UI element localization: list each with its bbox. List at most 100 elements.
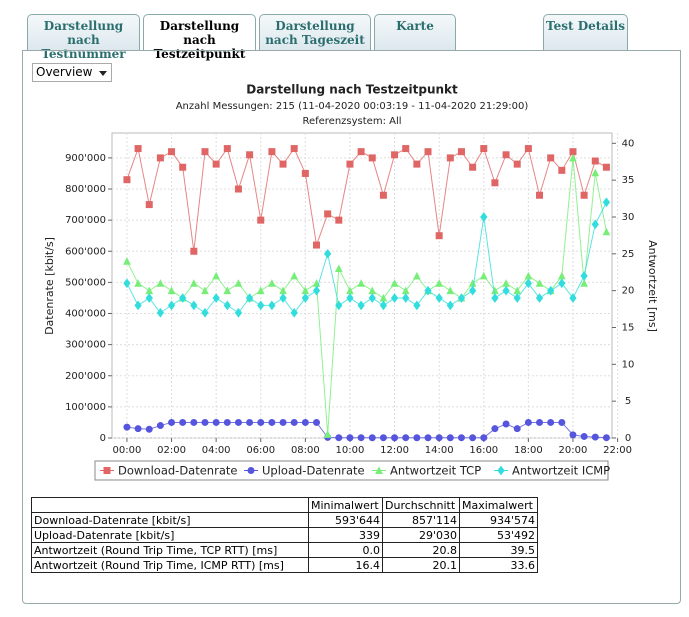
point — [457, 293, 466, 303]
tab[interactable]: Darstellung nach Testzeitpunkt — [143, 14, 256, 61]
point — [491, 179, 499, 187]
table-corner — [31, 497, 309, 513]
point — [335, 216, 343, 224]
point — [234, 307, 243, 318]
y2-tick-label: 25 — [622, 249, 635, 260]
point — [602, 197, 611, 208]
point — [279, 293, 287, 303]
point — [279, 418, 287, 426]
point — [536, 418, 544, 426]
point — [569, 148, 577, 156]
y2-tick-label: 15 — [622, 322, 635, 333]
point — [368, 293, 376, 303]
point — [580, 432, 588, 440]
point — [179, 163, 187, 171]
point — [346, 160, 354, 168]
point — [502, 285, 510, 296]
point — [602, 434, 610, 442]
point — [591, 157, 599, 165]
legend-marker — [375, 466, 383, 474]
point — [435, 279, 443, 287]
chart-title: Darstellung nach Testzeitpunkt — [246, 83, 458, 97]
y2-tick-label: 40 — [622, 138, 635, 149]
point — [201, 148, 209, 156]
point — [212, 293, 220, 303]
y-tick-label: 600'000 — [65, 246, 106, 257]
point — [167, 300, 176, 311]
table-value: 339 — [308, 527, 383, 543]
table-header: Minimalwert Durchschnitt Maximalwert — [31, 497, 538, 513]
row-label: Download-Datenrate [kbit/s] — [31, 512, 309, 528]
point — [201, 307, 209, 318]
point — [413, 160, 421, 168]
table-value: 593'644 — [308, 512, 383, 528]
point — [368, 434, 376, 442]
tab[interactable]: Darstellung nach Tageszeit — [259, 14, 371, 50]
point — [313, 241, 321, 249]
legend-label: Antwortzeit TCP — [390, 464, 481, 478]
point — [324, 248, 332, 259]
x-tick-label: 04:00 — [202, 445, 231, 456]
y-tick-label: 800'000 — [65, 184, 106, 195]
point — [223, 145, 231, 153]
point — [357, 300, 365, 311]
dropdown[interactable]: Overview — [32, 63, 112, 82]
point — [335, 300, 343, 311]
legend-label: Download-Datenrate — [118, 464, 237, 478]
point — [558, 278, 566, 289]
tab[interactable]: Karte — [374, 14, 456, 50]
y-tick-label: 200'000 — [65, 371, 106, 382]
point — [234, 279, 243, 287]
table-value: 0.0 — [308, 542, 383, 558]
point — [446, 154, 454, 162]
point — [569, 153, 577, 162]
point — [379, 434, 387, 442]
table-row: Download-Datenrate [kbit/s] 593'644 857'11… — [31, 512, 538, 528]
point — [246, 418, 254, 426]
point — [558, 418, 566, 426]
point — [435, 434, 443, 442]
point — [256, 286, 265, 295]
point — [580, 279, 588, 287]
y-tick-label: 300'000 — [65, 340, 106, 351]
point — [313, 418, 321, 426]
point — [535, 279, 544, 287]
point — [123, 423, 131, 431]
y-axis-label: Datenrate [kbit/s] — [43, 237, 56, 335]
point — [201, 286, 209, 295]
point — [480, 434, 488, 442]
point — [402, 434, 410, 442]
point — [502, 151, 510, 159]
point — [591, 168, 600, 177]
table-value: 39.5 — [459, 542, 538, 558]
point — [190, 279, 198, 287]
point — [413, 300, 421, 311]
table-row: Antwortzeit (Round Trip Time, ICMP RTT) … — [31, 557, 538, 573]
point — [168, 148, 176, 156]
point — [435, 293, 443, 303]
chart-subtitle: Referenzsystem: All — [302, 116, 401, 127]
point — [379, 191, 387, 199]
y2-tick-label: 10 — [622, 359, 635, 370]
tab[interactable]: Test Details — [543, 14, 628, 50]
point — [357, 279, 365, 287]
point — [190, 247, 198, 255]
point — [536, 191, 544, 199]
table-value: 29'030 — [382, 527, 460, 543]
column-header: Durchschnitt — [382, 497, 460, 513]
point — [167, 286, 176, 295]
point — [368, 154, 376, 162]
point — [123, 257, 131, 265]
point — [212, 271, 220, 280]
point — [402, 145, 410, 153]
tab[interactable]: Darstellung nach Testnummer — [27, 14, 140, 61]
point — [390, 293, 399, 303]
table-value: 20.1 — [382, 557, 460, 573]
point — [547, 285, 555, 296]
point — [290, 307, 298, 318]
point — [257, 300, 265, 311]
column-header: Maximalwert — [459, 497, 538, 513]
point — [491, 425, 499, 433]
point — [134, 300, 142, 311]
y-tick-label: 700'000 — [65, 215, 106, 226]
